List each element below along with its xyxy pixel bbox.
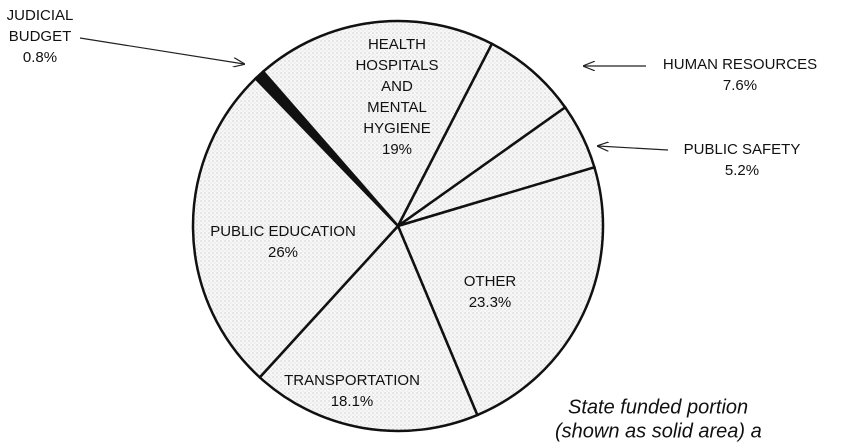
slice-label-line: TRANSPORTATION	[284, 372, 420, 389]
slice-label-line: AND	[381, 78, 413, 95]
label-arrow	[79, 37, 244, 64]
slice-label: HUMAN RESOURCES	[663, 56, 817, 73]
pie-slice	[396, 42, 567, 228]
label-arrow	[598, 146, 669, 150]
pie-slice	[258, 223, 479, 433]
slice-label-line: HOSPITALS	[355, 57, 438, 74]
slice-label: PUBLIC SAFETY	[684, 141, 801, 158]
slice-label: JUDICIAL BUDGET	[7, 7, 74, 45]
pie-slice	[396, 165, 605, 417]
caption: State funded portion	[568, 396, 748, 418]
value-label: 0.8%	[23, 49, 57, 66]
slice-label-line: OTHER	[464, 273, 517, 290]
slice-label: HEALTH HOSPITALS AND MENTAL HYGIENE	[355, 36, 438, 137]
value-label: 26%	[268, 244, 298, 261]
slice-label-line: HUMAN RESOURCES	[663, 56, 817, 73]
pie-slice	[191, 76, 400, 380]
caption: (shown as solid area) a	[555, 420, 762, 442]
value-label: 7.6%	[723, 77, 757, 94]
value-label: 18.1%	[331, 393, 374, 410]
pie-slice	[261, 19, 494, 229]
slice-label: PUBLIC EDUCATION	[210, 223, 356, 240]
slice-label: TRANSPORTATION	[284, 372, 420, 389]
slice-label-line: MENTAL	[367, 99, 427, 116]
slice-label-line: HYGIENE	[363, 120, 431, 137]
slice-label-line: PUBLIC SAFETY	[684, 141, 801, 158]
slice-label-line: PUBLIC EDUCATION	[210, 223, 356, 240]
slice-label-line: JUDICIAL	[7, 7, 74, 24]
value-label: 5.2%	[725, 162, 759, 179]
value-label: 19%	[382, 141, 412, 158]
slice-label-line: BUDGET	[9, 28, 72, 45]
slice-label: OTHER	[464, 273, 517, 290]
value-label: 23.3%	[469, 294, 512, 311]
slice-label-line: HEALTH	[368, 36, 426, 53]
